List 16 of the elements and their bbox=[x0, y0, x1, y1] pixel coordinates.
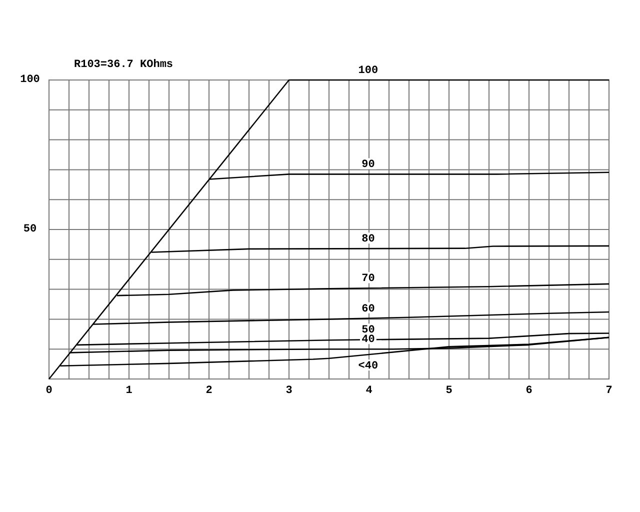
series-label: 80 bbox=[362, 234, 375, 246]
x-tick-label: 6 bbox=[526, 385, 532, 397]
series-label: 100 bbox=[358, 65, 378, 77]
x-tick-label: 3 bbox=[286, 385, 293, 397]
x-tick-label: 5 bbox=[446, 385, 453, 397]
series-label: 70 bbox=[362, 273, 375, 286]
x-tick-label: 1 bbox=[126, 385, 133, 397]
x-tick-label: 7 bbox=[606, 385, 612, 397]
x-tick-label: 0 bbox=[46, 385, 52, 397]
x-tick-label: 2 bbox=[206, 385, 212, 397]
series-label: 90 bbox=[362, 159, 375, 172]
series-label: 60 bbox=[362, 303, 375, 316]
series-label: <40 bbox=[358, 360, 378, 373]
chart-title: R103=36.7 KOhms bbox=[74, 59, 174, 71]
series-label: 40 bbox=[362, 334, 375, 346]
x-tick-label: 4 bbox=[366, 385, 373, 397]
